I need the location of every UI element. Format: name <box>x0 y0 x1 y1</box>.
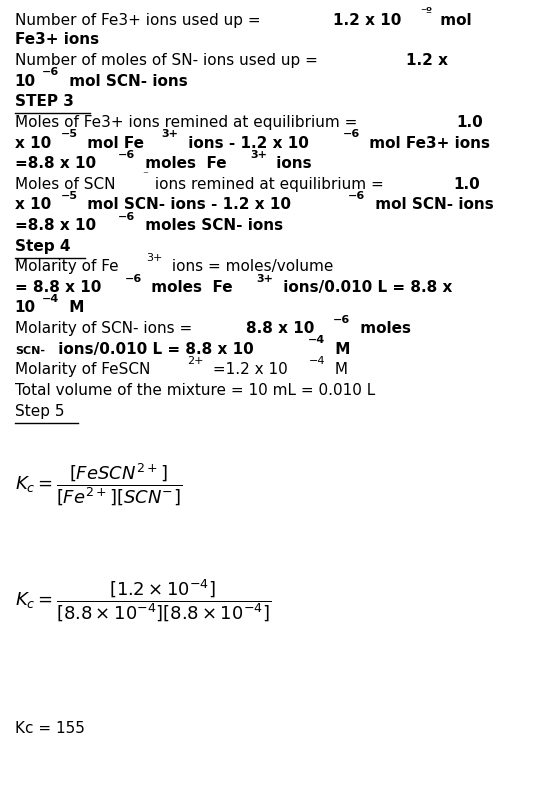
Text: ions = moles/volume: ions = moles/volume <box>167 259 334 274</box>
Text: −6: −6 <box>118 150 135 160</box>
Text: −6: −6 <box>118 212 135 221</box>
Text: 3+: 3+ <box>250 150 267 160</box>
Text: Molarity of FeSCN: Molarity of FeSCN <box>15 363 150 377</box>
Text: Kc = 155: Kc = 155 <box>15 721 85 735</box>
Text: x 10: x 10 <box>15 197 51 213</box>
Text: 1.0: 1.0 <box>453 176 480 192</box>
Text: Moles of Fe3+ ions remined at equilibrium =: Moles of Fe3+ ions remined at equilibriu… <box>15 115 362 130</box>
Text: 1.0: 1.0 <box>456 115 483 130</box>
Text: ⁻º: ⁻º <box>420 6 432 16</box>
Text: ions/0.010 L = 8.8 x 10: ions/0.010 L = 8.8 x 10 <box>53 342 254 357</box>
Text: moles  Fe: moles Fe <box>146 280 233 295</box>
Text: 3+: 3+ <box>161 129 178 140</box>
Text: =1.2 x 10: =1.2 x 10 <box>208 363 287 377</box>
Text: $K_c = \dfrac{[FeSCN^{2+}]}{[Fe^{2+}][SCN^{-}]}$: $K_c = \dfrac{[FeSCN^{2+}]}{[Fe^{2+}][SC… <box>15 461 182 508</box>
Text: 1.2 x: 1.2 x <box>406 53 448 68</box>
Text: Molarity of Fe: Molarity of Fe <box>15 259 118 274</box>
Text: 8.8 x 10: 8.8 x 10 <box>246 321 314 336</box>
Text: M: M <box>64 301 84 315</box>
Text: −6: −6 <box>342 129 360 140</box>
Text: 3+: 3+ <box>256 273 273 284</box>
Text: −4: −4 <box>308 335 325 346</box>
Text: moles: moles <box>355 321 411 336</box>
Text: STEP 3: STEP 3 <box>15 95 73 109</box>
Text: −5: −5 <box>61 191 78 201</box>
Text: =8.8 x 10: =8.8 x 10 <box>15 218 96 233</box>
Text: = 8.8 x 10: = 8.8 x 10 <box>15 280 101 295</box>
Text: −6: −6 <box>348 191 365 201</box>
Text: Step 5: Step 5 <box>15 403 64 419</box>
Text: 1.2 x 10: 1.2 x 10 <box>333 13 401 27</box>
Text: Number of moles of SN- ions used up =: Number of moles of SN- ions used up = <box>15 53 322 68</box>
Text: mol SCN- ions: mol SCN- ions <box>370 197 494 213</box>
Text: Molarity of SCN- ions =: Molarity of SCN- ions = <box>15 321 197 336</box>
Text: mol SCN- ions: mol SCN- ions <box>64 74 187 89</box>
Text: moles  Fe: moles Fe <box>140 156 226 171</box>
Text: −6: −6 <box>333 314 350 325</box>
Text: 3+: 3+ <box>146 253 163 263</box>
Text: Fe3+ ions: Fe3+ ions <box>15 32 99 47</box>
Text: mol SCN- ions - 1.2 x 10: mol SCN- ions - 1.2 x 10 <box>83 197 292 213</box>
Text: −5: −5 <box>61 129 78 140</box>
Text: 2+: 2+ <box>187 356 203 366</box>
Text: −6: −6 <box>125 273 142 284</box>
Text: x 10: x 10 <box>15 136 51 151</box>
Text: =8.8 x 10: =8.8 x 10 <box>15 156 96 171</box>
Text: Total volume of the mixture = 10 mL = 0.010 L: Total volume of the mixture = 10 mL = 0.… <box>15 383 375 398</box>
Text: mol: mol <box>435 13 472 27</box>
Text: Moles of SCN: Moles of SCN <box>15 176 116 192</box>
Text: mol Fe: mol Fe <box>83 136 144 151</box>
Text: mol Fe3+ ions: mol Fe3+ ions <box>364 136 490 151</box>
Text: M: M <box>330 363 348 377</box>
Text: Step 4: Step 4 <box>15 239 70 253</box>
Text: ⁻: ⁻ <box>143 171 148 180</box>
Text: SCN-: SCN- <box>15 346 45 356</box>
Text: M: M <box>330 342 350 357</box>
Text: $K_c = \dfrac{[1.2 \times 10^{-4}]}{[8.8 \times 10^{-4}][8.8 \times 10^{-4}]}$: $K_c = \dfrac{[1.2 \times 10^{-4}]}{[8.8… <box>15 578 271 624</box>
Text: −4: −4 <box>309 356 326 366</box>
Text: 10: 10 <box>15 74 36 89</box>
Text: moles SCN- ions: moles SCN- ions <box>140 218 283 233</box>
Text: −4: −4 <box>42 294 59 304</box>
Text: ions: ions <box>271 156 312 171</box>
Text: ions/0.010 L = 8.8 x: ions/0.010 L = 8.8 x <box>278 280 453 295</box>
Text: −6: −6 <box>42 67 59 77</box>
Text: Number of Fe3+ ions used up =: Number of Fe3+ ions used up = <box>15 13 265 27</box>
Text: 10: 10 <box>15 301 36 315</box>
Text: ions - 1.2 x 10: ions - 1.2 x 10 <box>183 136 308 151</box>
Text: ions remined at equilibrium =: ions remined at equilibrium = <box>150 176 389 192</box>
